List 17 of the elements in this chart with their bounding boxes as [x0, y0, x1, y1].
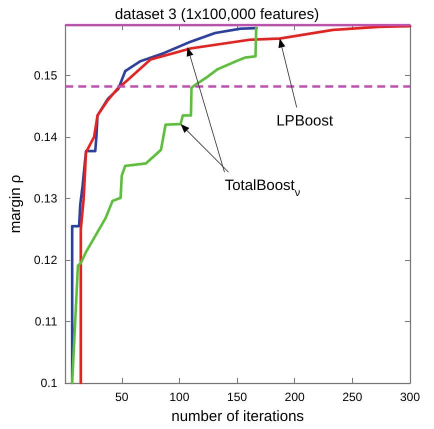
y-axis-title: margin ρ: [7, 174, 24, 234]
x-tick-label: 150: [227, 390, 248, 404]
y-tick-label: 0.11: [34, 314, 58, 328]
y-tick-label: 0.13: [34, 191, 58, 206]
x-tick-label: 200: [284, 390, 306, 404]
y-tick-label: 0.15: [34, 68, 58, 82]
annotation: LPBoost: [276, 112, 334, 130]
x-tick-label: 50: [115, 390, 129, 404]
x-tick-label: 300: [400, 390, 420, 404]
x-axis-title: number of iterations: [171, 408, 304, 425]
y-tick-label: 0.14: [34, 130, 58, 144]
chart-title: dataset 3 (1x100,000 features): [114, 6, 320, 23]
y-tick-label: 0.1: [40, 376, 58, 390]
annotation: TotalBoost$_{ν}$: [224, 177, 301, 200]
y-tick-label: 0.12: [34, 252, 58, 267]
x-tick-label: 100: [169, 390, 190, 404]
x-tick-label: 250: [342, 390, 363, 404]
